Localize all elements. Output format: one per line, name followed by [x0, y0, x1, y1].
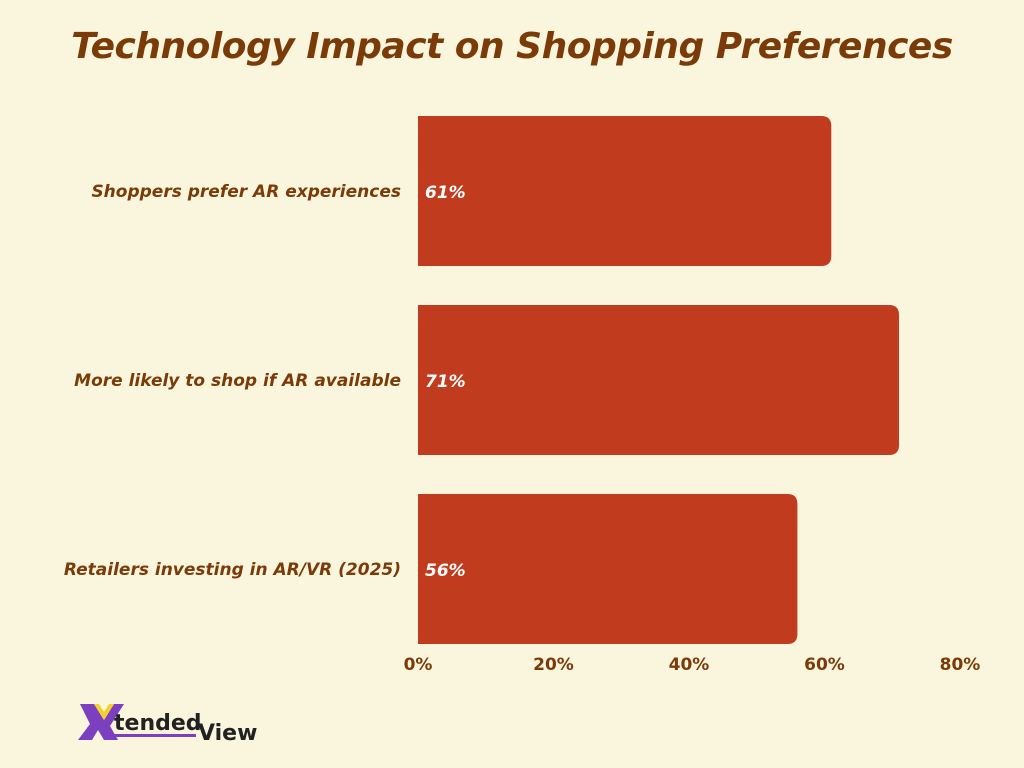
xtendedview-logo: tended View: [78, 700, 278, 744]
category-label: Retailers investing in AR/VR (2025): [64, 560, 401, 580]
logo-text-tended: tended: [114, 711, 202, 736]
bar: [418, 494, 798, 644]
logo-text-view: View: [198, 721, 257, 744]
category-label: Shoppers prefer AR experiences: [91, 182, 401, 202]
data-label: 56%: [425, 561, 466, 581]
x-tick-label: 40%: [669, 655, 710, 675]
category-label: More likely to shop if AR available: [74, 371, 401, 391]
x-tick-label: 0%: [404, 655, 433, 675]
x-tick-label: 20%: [533, 655, 574, 675]
x-tick-label: 80%: [940, 655, 981, 675]
chart-title: Technology Impact on Shopping Preference…: [71, 26, 953, 67]
bar: [418, 305, 900, 455]
x-tick-label: 60%: [804, 655, 845, 675]
logo-x-icon: tended View: [78, 704, 257, 744]
data-label: 61%: [425, 183, 466, 203]
bar: [418, 116, 832, 266]
data-label: 71%: [425, 372, 466, 392]
